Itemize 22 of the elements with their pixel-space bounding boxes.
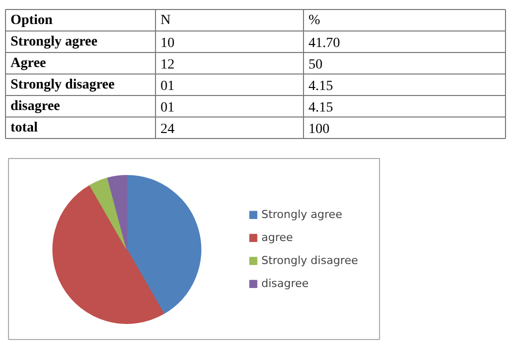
text: 50 [308, 57, 322, 72]
text: N [160, 12, 171, 28]
text: 10 [160, 36, 174, 51]
text: 12 [160, 57, 174, 72]
text: Option [10, 12, 53, 28]
text: disagree [10, 98, 60, 114]
text: Strongly disagree [10, 77, 115, 92]
text: Agree [10, 56, 46, 71]
text: 4.15 [308, 78, 333, 94]
legend-label: disagree [261, 277, 309, 290]
text: Strongly agree [10, 34, 98, 50]
legend-label: agree [261, 231, 293, 244]
legend-label: Strongly disagree [261, 254, 358, 267]
text: 4.15 [308, 100, 333, 116]
text: 01 [160, 100, 174, 116]
text: 100 [308, 122, 330, 137]
text: 24 [160, 122, 174, 137]
text: total [10, 120, 38, 136]
legend-label: Strongly agree [261, 208, 342, 221]
text: % [308, 12, 320, 28]
text: 01 [160, 78, 174, 94]
text: 41.70 [308, 36, 340, 51]
